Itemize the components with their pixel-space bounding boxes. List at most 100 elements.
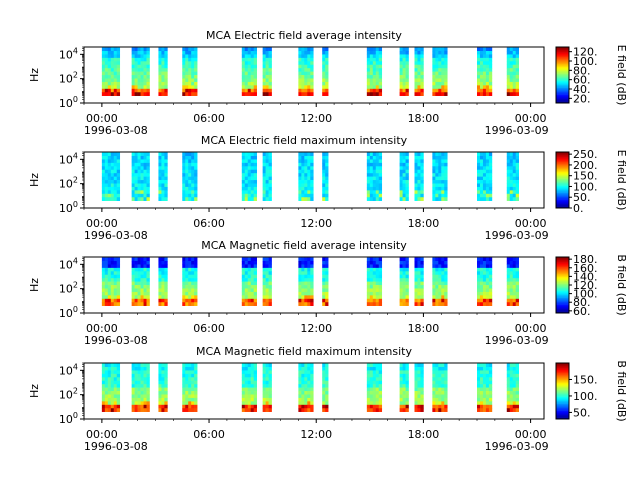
spectrogram-cell — [161, 298, 165, 303]
spectrogram-cell — [506, 278, 511, 282]
spectrogram-cell — [140, 176, 144, 181]
spectrogram-cell — [262, 183, 266, 188]
spectrogram-cell — [477, 169, 481, 174]
spectrogram-cell — [438, 173, 442, 177]
spectrogram-cell — [253, 176, 257, 181]
spectrogram-cell — [369, 366, 374, 371]
spectrogram-cell — [304, 285, 308, 289]
spectrogram-cell — [325, 384, 329, 388]
spectrogram-cell — [506, 285, 511, 289]
spectrogram-cell — [241, 166, 246, 171]
spectrogram-cell — [116, 257, 121, 262]
spectrogram-cell — [265, 387, 269, 392]
spectrogram-cell — [301, 193, 305, 198]
spectrogram-cell — [244, 64, 249, 69]
spectrogram-cell — [182, 50, 186, 55]
spectrogram-cell — [298, 81, 302, 86]
spectrogram-cell — [515, 257, 519, 262]
spectrogram-cell — [375, 50, 380, 55]
spectrogram-cell — [399, 47, 403, 52]
spectrogram-cell — [417, 57, 421, 62]
spectrogram-cell — [322, 363, 326, 368]
spectrogram-cell — [241, 363, 246, 368]
spectrogram-segment — [262, 152, 272, 201]
spectrogram-cell — [482, 377, 487, 382]
spectrogram-cell — [268, 302, 272, 306]
spectrogram-cell — [241, 57, 246, 62]
spectrogram-cell — [432, 75, 436, 79]
spectrogram-cell — [185, 193, 189, 198]
spectrogram-cell — [482, 291, 487, 296]
spectrogram-cell — [182, 274, 186, 279]
spectrogram-cell — [441, 152, 445, 157]
spectrogram-cell — [250, 271, 255, 276]
spectrogram-cell — [369, 64, 374, 69]
spectrogram-cell — [372, 57, 377, 62]
colorbar-label: B field (dB) — [615, 254, 628, 315]
colorbar-step — [556, 94, 569, 97]
spectrogram-cell — [414, 166, 418, 171]
spectrogram-cell — [185, 373, 189, 378]
spectrogram-cell — [366, 370, 371, 375]
spectrogram-cell — [101, 162, 106, 167]
spectrogram-cell — [191, 169, 195, 174]
spectrogram-cell — [485, 186, 490, 191]
spectrogram-cell — [375, 278, 380, 282]
spectrogram-cell — [325, 88, 329, 93]
spectrogram-cell — [191, 285, 195, 289]
spectrogram-cell — [479, 180, 484, 184]
spectrogram-cell — [244, 88, 249, 93]
spectrogram-cell — [241, 75, 246, 79]
spectrogram-cell — [488, 183, 493, 188]
spectrogram-cell — [420, 387, 424, 392]
spectrogram-cell — [372, 183, 377, 188]
spectrogram-cell — [265, 298, 269, 303]
spectrogram-cell — [435, 180, 439, 184]
spectrogram-segment — [131, 47, 150, 96]
x-date-label: 1996-03-09 — [485, 440, 549, 453]
spectrogram-cell — [262, 278, 266, 282]
spectrogram-cell — [479, 404, 484, 409]
spectrogram-cell — [325, 159, 329, 164]
spectrogram-cell — [146, 68, 150, 72]
spectrogram-cell — [131, 186, 135, 191]
spectrogram-cell — [485, 298, 490, 303]
spectrogram-cell — [131, 373, 135, 378]
spectrogram-cell — [134, 404, 138, 409]
spectrogram-cell — [372, 50, 377, 55]
spectrogram-cell — [146, 81, 150, 86]
spectrogram-segment — [158, 363, 168, 412]
spectrogram-cell — [143, 295, 147, 300]
spectrogram-cell — [402, 186, 406, 191]
spectrogram-cell — [241, 278, 246, 282]
spectrogram-cell — [301, 298, 305, 303]
spectrogram-cell — [104, 180, 109, 184]
colorbar-step — [556, 389, 569, 392]
spectrogram-cell — [107, 71, 112, 76]
spectrogram-cell — [369, 387, 374, 392]
spectrogram-cell — [399, 295, 403, 300]
spectrogram-cell — [298, 61, 302, 66]
spectrogram-cell — [372, 391, 377, 395]
spectrogram-cell — [441, 81, 445, 86]
spectrogram-cell — [140, 190, 144, 195]
spectrogram-cell — [113, 260, 118, 265]
spectrogram-cell — [116, 285, 121, 289]
spectrogram-cell — [241, 302, 246, 306]
spectrogram-cell — [512, 370, 517, 375]
colorbar-step — [556, 203, 569, 206]
spectrogram-cell — [164, 190, 168, 195]
spectrogram-cell — [405, 394, 409, 399]
spectrogram-cell — [194, 159, 198, 164]
spectrogram-cell — [164, 302, 168, 306]
spectrogram-cell — [301, 176, 305, 181]
spectrogram-cell — [432, 384, 436, 388]
spectrogram-cell — [253, 64, 257, 69]
spectrogram-cell — [405, 267, 409, 272]
spectrogram-cell — [372, 155, 377, 160]
spectrogram-cell — [414, 274, 418, 279]
colorbar-step — [556, 290, 569, 293]
spectrogram-cell — [253, 370, 257, 375]
plot-axes-frame — [83, 256, 545, 314]
spectrogram-cell — [307, 394, 311, 399]
